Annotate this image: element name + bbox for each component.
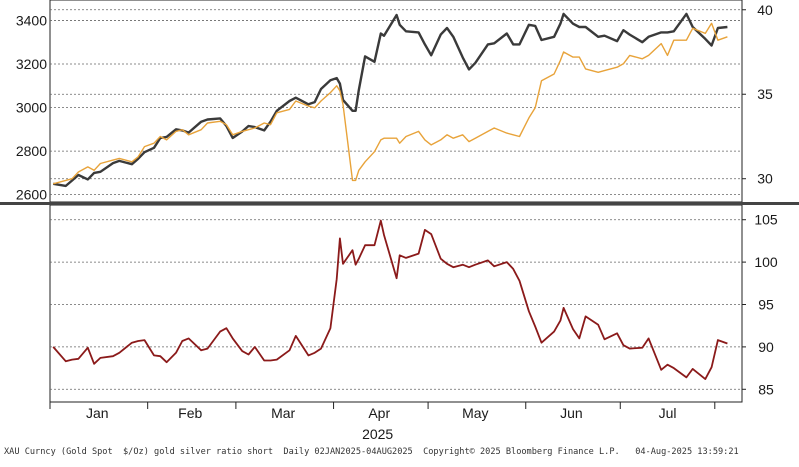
top-left-tick-label: 3000 bbox=[16, 100, 47, 116]
bottom-series-line-ratio bbox=[52, 219, 728, 380]
x-tick-label-month: Jun bbox=[560, 405, 583, 421]
top-right-tick-label: 40 bbox=[757, 2, 773, 18]
top-right-tick-label: 35 bbox=[757, 86, 773, 102]
x-tick-label-month: Mar bbox=[271, 405, 295, 421]
x-tick-label-month: Feb bbox=[178, 405, 202, 421]
bottom-right-tick-label: 85 bbox=[758, 381, 774, 397]
bottom-right-tick-label: 95 bbox=[758, 297, 774, 313]
x-tick-label-month: Apr bbox=[368, 405, 390, 421]
chart-footer: XAU Curncy (Gold Spot $/Oz) gold silver … bbox=[4, 447, 739, 457]
top-right-tick-label: 30 bbox=[757, 171, 773, 187]
bottom-panel-frame bbox=[49, 204, 743, 403]
bottom-right-tick-label: 100 bbox=[754, 254, 778, 270]
top-left-tick-label: 3200 bbox=[16, 56, 47, 72]
x-axis-year-label: 2025 bbox=[362, 426, 393, 442]
x-tick-label-month: Jul bbox=[659, 405, 677, 421]
bottom-right-tick-label: 90 bbox=[758, 339, 774, 355]
top-left-tick-label: 2600 bbox=[16, 187, 47, 203]
bottom-right-tick-label: 105 bbox=[754, 212, 778, 228]
top-panel-frame bbox=[49, 0, 743, 203]
top-series-line-ratio bbox=[53, 22, 728, 185]
top-series-line-gold bbox=[53, 12, 728, 188]
top-left-tick-label: 2800 bbox=[16, 143, 47, 159]
top-left-tick-label: 3400 bbox=[16, 12, 47, 28]
x-tick-label-month: Jan bbox=[86, 405, 109, 421]
x-tick-label-month: May bbox=[462, 405, 488, 421]
